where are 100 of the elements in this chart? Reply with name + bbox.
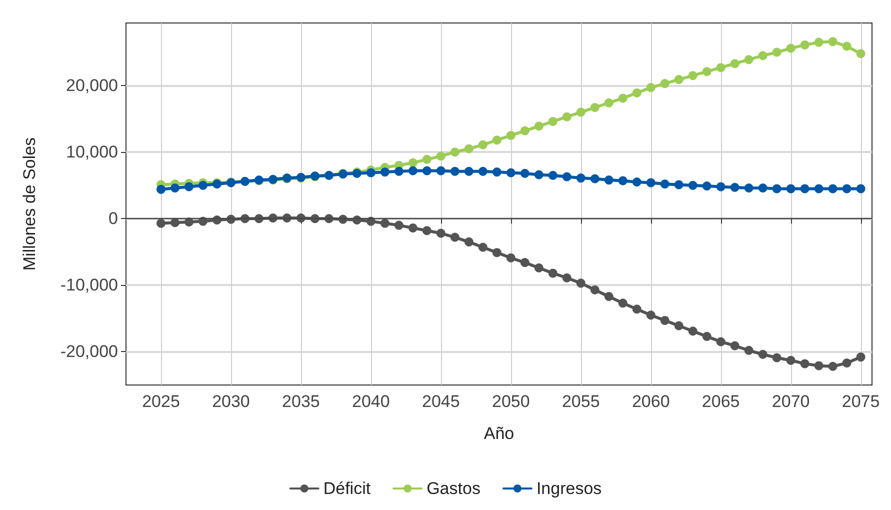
x-tick-label: 2055 [562,392,600,411]
y-tick-label: -20,000 [60,342,118,362]
point [604,292,614,301]
point [534,170,544,180]
point [436,166,446,176]
y-tick-label: 20,000 [66,76,118,96]
y-tick-label: 10,000 [66,142,118,162]
point [394,166,404,176]
x-tick-label: 2050 [492,392,530,411]
point [436,152,446,161]
point [632,304,642,314]
point [856,352,866,362]
point [772,353,782,362]
point [772,184,782,194]
point [688,326,698,336]
point [506,130,516,140]
point [156,218,166,228]
point [604,98,614,108]
point [702,182,712,191]
legend-label: Ingresos [536,479,602,498]
x-tick-label: 2025 [142,392,180,411]
point [744,184,754,193]
x-tick-label: 2040 [352,392,390,411]
point [632,88,642,98]
point [170,218,180,228]
point [422,226,432,236]
point [464,144,474,154]
point [478,166,488,176]
point [450,232,460,242]
x-tick-label: 2075 [842,392,880,411]
point [618,94,628,103]
point [618,176,628,186]
point [646,178,656,188]
point [576,108,586,117]
point [730,59,740,68]
point [156,184,166,194]
point [702,67,712,76]
x-tick-label: 2030 [212,392,250,411]
point [478,242,488,252]
point [632,178,642,187]
point [576,174,586,183]
point [520,168,530,178]
point [506,253,516,262]
point [772,48,782,57]
point [478,140,488,150]
point [408,223,418,232]
point [758,184,768,193]
y-tick-label: 0 [108,209,118,228]
point [716,337,726,346]
point [716,182,726,192]
point [744,55,754,64]
point [800,40,810,50]
point [604,176,614,185]
point [576,278,586,288]
point [380,218,390,228]
point [800,359,810,368]
point [716,63,726,72]
point [842,42,852,51]
point [646,83,656,92]
point [562,112,572,122]
point [618,298,628,308]
x-tick-label: 2060 [632,392,670,411]
point [674,75,684,84]
point [856,184,866,194]
point [786,184,796,194]
point [646,310,656,320]
point [744,346,754,355]
point [184,182,194,192]
x-tick-label: 2045 [422,392,460,411]
point [492,248,502,258]
point [492,136,502,145]
point [184,217,194,226]
point [520,126,530,136]
point [548,170,558,180]
point [660,180,670,189]
point [674,321,684,330]
point [814,361,824,370]
y-axis-title: Millones de Soles [20,137,39,271]
point [520,258,530,268]
point [450,166,460,176]
x-tick-label: 2035 [282,392,320,411]
legend-label: Déficit [323,479,371,498]
point [590,285,600,294]
point [562,172,572,182]
point [464,166,474,176]
point [450,148,460,157]
point [464,237,474,246]
point [380,168,390,177]
point [660,79,670,88]
point [828,362,838,371]
x-axis-title: Año [484,424,514,443]
point [842,358,852,368]
point [758,51,768,60]
point [198,180,208,190]
point [814,184,824,194]
point [674,180,684,190]
point [548,116,558,126]
point [590,103,600,112]
point [436,228,446,238]
point [660,316,670,325]
